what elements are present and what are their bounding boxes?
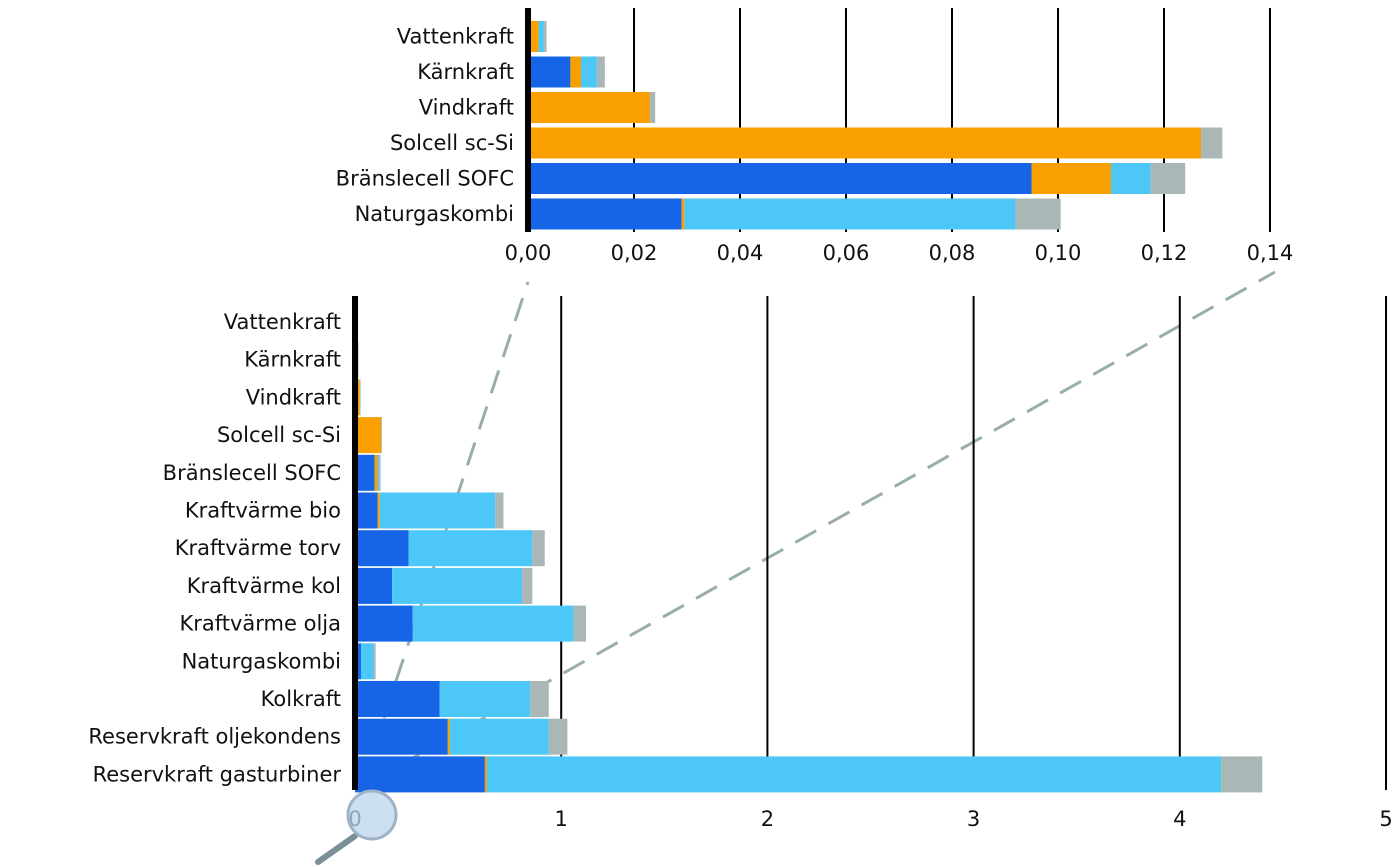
- x-tick-label: 0,06: [823, 241, 870, 265]
- bar-segment-kolkraft: [530, 681, 549, 717]
- category-label: Kärnkraft: [244, 348, 341, 372]
- bar-segment-reservkraft-gasturbiner: [1221, 756, 1263, 793]
- bar-segment-branslecell-sofc: [528, 163, 1032, 194]
- category-label: Vattenkraft: [397, 25, 514, 49]
- category-label: Naturgaskombi: [355, 202, 514, 226]
- category-label: Kraftvärme bio: [185, 499, 341, 523]
- bar-segment-kolkraft: [355, 681, 440, 717]
- category-label: Kraftvärme kol: [187, 574, 341, 598]
- category-label: Kraftvärme torv: [175, 536, 341, 560]
- x-tick-label: 0,02: [611, 241, 658, 265]
- bar-segment-kraftvarme-bio: [377, 492, 380, 529]
- bar-segment-naturgaskombi: [1015, 198, 1061, 230]
- x-tick-label: 0,04: [717, 241, 764, 265]
- category-label: Solcell sc-Si: [390, 131, 514, 155]
- x-tick-label: 4: [1173, 807, 1186, 831]
- x-tick-label: 0,12: [1141, 241, 1188, 265]
- bar-segment-karnkraft: [357, 341, 359, 378]
- bar-segment-reservkraft-gasturbiner: [484, 756, 487, 793]
- category-label: Kolkraft: [261, 687, 341, 711]
- bar-segment-solcell-sc-si: [1201, 127, 1223, 159]
- bar-segment-kraftvarme-kol: [355, 567, 393, 604]
- bar-segment-naturgaskombi: [360, 643, 374, 680]
- category-label: Reservkraft oljekondens: [88, 725, 341, 749]
- bar-segment-karnkraft: [581, 56, 597, 88]
- bar-segment-vindkraft: [528, 92, 650, 123]
- magnifier-lens: [346, 789, 398, 841]
- bar-segment-karnkraft: [570, 56, 581, 88]
- bar-segment-naturgaskombi: [684, 198, 1016, 230]
- bar-segment-kolkraft: [439, 681, 531, 717]
- category-label: Kärnkraft: [417, 60, 514, 84]
- category-label: Reservkraft gasturbiner: [93, 762, 342, 786]
- bar-segment-solcell-sc-si: [528, 127, 1202, 159]
- bar-segment-vattenkraft: [530, 21, 539, 52]
- bar-segment-kraftvarme-torv: [355, 530, 409, 567]
- bar-segment-branslecell-sofc: [1150, 163, 1186, 194]
- x-tick-label: 0,00: [505, 241, 552, 265]
- x-tick-label: 0,10: [1035, 241, 1082, 265]
- chart-zoomed: Vattenkraft Kärnkraft Vindkraft Solcell sc-…: [336, 8, 1294, 265]
- bar-segment-reservkraft-oljekondens: [449, 718, 549, 755]
- bar-segment-kraftvarme-bio: [355, 492, 378, 529]
- x-tick-label: 0,08: [929, 241, 976, 265]
- category-label: Vattenkraft: [224, 310, 341, 334]
- bar-segment-branslecell-sofc: [355, 454, 375, 491]
- bar-segment-naturgaskombi: [373, 643, 376, 680]
- x-tick-label: 5: [1379, 807, 1392, 831]
- magnifier-handle: [315, 833, 358, 865]
- bar-segment-karnkraft: [596, 56, 605, 88]
- bar-segment-kraftvarme-bio: [379, 492, 496, 529]
- bar-segment-vattenkraft: [543, 21, 547, 52]
- category-label: Kraftvärme olja: [179, 612, 341, 636]
- bar-segment-reservkraft-gasturbiner: [486, 756, 1222, 793]
- bar-segment-vindkraft: [359, 379, 361, 416]
- bar-segment-reservkraft-oljekondens: [355, 718, 448, 755]
- category-label: Naturgaskombi: [182, 649, 341, 673]
- bar-segment-kraftvarme-torv: [408, 530, 533, 567]
- bar-segment-solcell-sc-si: [381, 417, 383, 454]
- category-label: Bränslecell SOFC: [163, 461, 341, 485]
- bar-segment-solcell-sc-si: [355, 417, 382, 454]
- bar-segment-branslecell-sofc: [1031, 163, 1111, 194]
- bar-segment-vattenkraft: [538, 21, 544, 52]
- bar-segment-reservkraft-oljekondens: [447, 718, 450, 755]
- bar-segment-branslecell-sofc: [374, 454, 378, 491]
- bar-segment-naturgaskombi: [528, 198, 682, 230]
- bar-segment-branslecell-sofc: [377, 454, 380, 491]
- bar-segment-vindkraft: [649, 92, 656, 123]
- bar-segment-reservkraft-gasturbiner: [355, 756, 485, 793]
- magnifier-icon: [315, 789, 398, 865]
- category-label: Vindkraft: [246, 385, 341, 409]
- x-tick-label: 0,14: [1247, 241, 1294, 265]
- bar-segment-reservkraft-oljekondens: [548, 718, 568, 755]
- bar-segment-branslecell-sofc: [1111, 163, 1151, 194]
- bar-segment-naturgaskombi: [681, 198, 685, 230]
- category-label: Vindkraft: [419, 96, 514, 120]
- category-label: Solcell sc-Si: [217, 423, 341, 447]
- chart-full: Vattenkraft Kärnkraft Vindkraft Solcell sc-…: [88, 296, 1393, 831]
- bar-segment-branslecell-sofc: [379, 454, 381, 491]
- bar-segment-kraftvarme-bio: [495, 492, 504, 529]
- bar-segment-kraftvarme-kol: [392, 567, 523, 604]
- bar-segment-kraftvarme-torv: [532, 530, 545, 567]
- bar-segment-kraftvarme-olja: [412, 605, 574, 642]
- x-tick-label: 1: [555, 807, 568, 831]
- category-label: Bränslecell SOFC: [336, 167, 514, 191]
- x-tick-label: 2: [761, 807, 774, 831]
- bar-segment-kraftvarme-kol: [522, 567, 533, 604]
- bar-segment-kraftvarme-olja: [355, 605, 413, 642]
- x-tick-label: 3: [967, 807, 980, 831]
- bar-segment-kraftvarme-olja: [573, 605, 586, 642]
- bar-segment-karnkraft: [528, 56, 571, 88]
